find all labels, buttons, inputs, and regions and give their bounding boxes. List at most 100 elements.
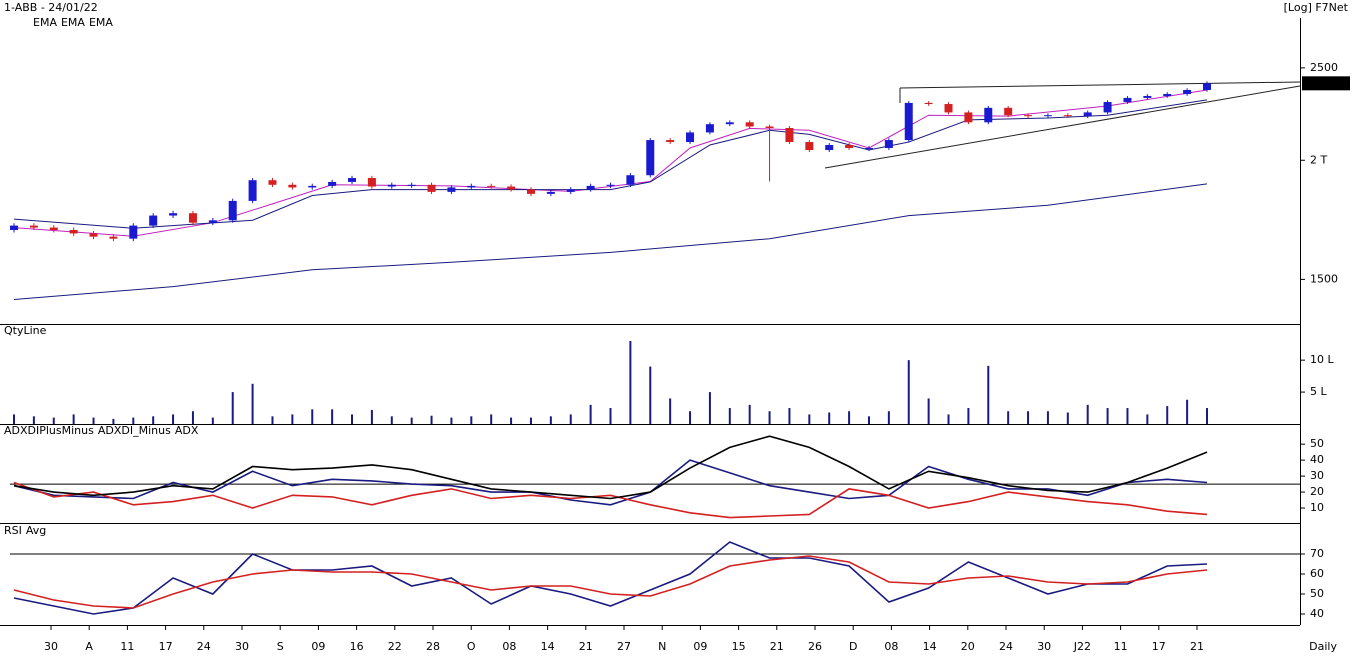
x-tick-label: 14 (541, 640, 555, 653)
candle-body (606, 184, 615, 186)
volume-bar (947, 414, 950, 424)
volume-bar (1027, 411, 1030, 424)
candle-body (686, 132, 695, 143)
candle-body (1123, 97, 1132, 103)
volume-bar (689, 411, 692, 424)
volume-bar (1106, 408, 1109, 424)
candle-body (884, 140, 893, 149)
volume-bar (907, 360, 910, 424)
volume-bar (132, 417, 135, 424)
y-tick-label: 60 (1310, 567, 1324, 580)
volume-bar (987, 365, 990, 424)
x-tick-label: N (658, 640, 666, 653)
candle-body (49, 227, 58, 230)
x-tick-label: 11 (1114, 640, 1128, 653)
trend-line (899, 81, 1301, 89)
candle-body (765, 126, 774, 129)
last-value-label: 2408.40 (1304, 76, 1350, 89)
x-tick-label: 24 (197, 640, 211, 653)
x-axis-label: Daily (1309, 640, 1337, 653)
volume-bar (768, 411, 771, 424)
candle-body (546, 191, 555, 194)
x-tick-label: 17 (1152, 640, 1166, 653)
series-line (13, 183, 1208, 300)
candle-body (666, 140, 675, 143)
volume-bar (728, 408, 731, 424)
candle-body (1143, 95, 1152, 98)
volume-bar (927, 398, 930, 424)
volume-bar (231, 392, 234, 424)
volume-bar (311, 409, 314, 424)
volume-bar (351, 414, 354, 424)
x-tick-label: 30 (44, 640, 58, 653)
candle-body (984, 107, 993, 123)
x-tick-label: 28 (426, 640, 440, 653)
volume-bar (1166, 406, 1169, 424)
candle-body (1163, 94, 1172, 96)
volume-bar (1046, 411, 1049, 424)
legend-entry: QtyLine (4, 324, 47, 337)
volume-bar (669, 398, 672, 424)
candle-body (705, 124, 714, 133)
volume-bar (172, 414, 175, 424)
x-tick-label: J22 (1073, 640, 1091, 653)
volume-bar (1206, 408, 1208, 424)
frame (0, 18, 1301, 626)
candle-body (69, 229, 78, 234)
candle-body (964, 112, 973, 123)
legend-entry: RSI (4, 524, 22, 537)
volume-bar (211, 417, 214, 424)
series-line (13, 481, 1208, 519)
candle-body (864, 148, 873, 150)
candle-body (288, 184, 297, 188)
volume-bar (1086, 404, 1089, 424)
candle-body (169, 213, 178, 216)
volume-bar (629, 341, 632, 424)
legend-entry: ADXDI_Minus (98, 424, 171, 437)
volume-bar (152, 416, 155, 424)
x-tick-label: 20 (961, 640, 975, 653)
y-tick-label: 2 T (1310, 153, 1327, 166)
legend-entry: EMA (33, 16, 57, 29)
x-tick-label: 21 (1190, 640, 1204, 653)
volume-bar (848, 411, 851, 424)
x-tick-label: 26 (808, 640, 822, 653)
x-tick-label: 08 (502, 640, 516, 653)
y-tick-label: 1500 (1310, 272, 1338, 285)
last-value-box (1302, 76, 1350, 91)
x-tick-label: 09 (311, 640, 325, 653)
candle-body (268, 180, 277, 185)
volume-bar (390, 416, 393, 424)
candle-body (1183, 89, 1192, 95)
volume-bar (251, 383, 254, 424)
x-tick-label: 21 (770, 640, 784, 653)
volume-bar (748, 404, 751, 424)
candle-body (1203, 83, 1211, 90)
candle-body (566, 189, 575, 192)
y-tick-label: 50 (1310, 587, 1324, 600)
x-tick-label: 21 (579, 640, 593, 653)
x-tick-label: 17 (159, 640, 173, 653)
x-tick-label: 11 (120, 640, 134, 653)
trend-line (824, 85, 1301, 169)
candle-body (447, 187, 456, 192)
volume-bar (410, 417, 413, 424)
volume-bar (13, 414, 15, 424)
volume-bar (649, 366, 652, 424)
candle-body (387, 184, 396, 187)
volume-bar (708, 392, 711, 424)
candle-body (348, 178, 357, 182)
candle-body (526, 189, 535, 194)
volume-bar (609, 408, 612, 424)
volume-bar (1146, 414, 1149, 424)
candle-body (1083, 112, 1092, 117)
x-tick-label: 22 (388, 640, 402, 653)
series-line (13, 541, 1208, 615)
x-tick-label: 30 (235, 640, 249, 653)
volume-bar (1126, 408, 1129, 424)
legend-entry: ADX (175, 424, 199, 437)
candle-body (427, 184, 436, 192)
legend-entry: ADXDIPlusMinus (4, 424, 94, 437)
x-tick-label: 15 (732, 640, 746, 653)
